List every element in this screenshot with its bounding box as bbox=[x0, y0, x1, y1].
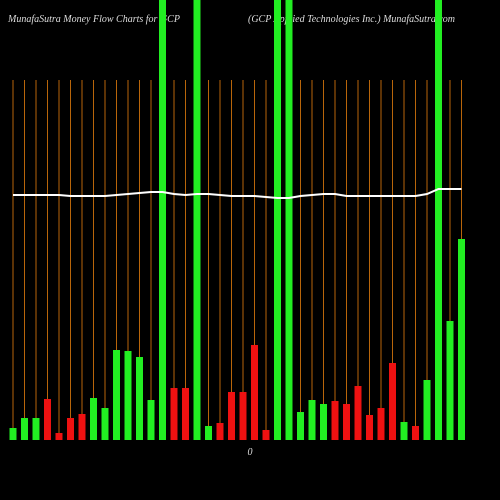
bar bbox=[124, 351, 132, 440]
bar bbox=[354, 386, 362, 440]
bar bbox=[435, 0, 442, 440]
money-flow-line bbox=[13, 188, 462, 199]
bar bbox=[377, 408, 385, 440]
bar bbox=[67, 418, 74, 440]
bar bbox=[343, 404, 350, 440]
bar bbox=[90, 398, 97, 440]
zero-label: 0 bbox=[248, 447, 253, 458]
chart-title: MunafaSutra Money Flow Charts for GCP bbox=[7, 14, 180, 25]
bar bbox=[216, 423, 224, 440]
bar bbox=[44, 399, 51, 440]
bar bbox=[228, 392, 235, 440]
bar bbox=[113, 350, 120, 440]
bar bbox=[170, 388, 178, 440]
bar bbox=[55, 433, 63, 440]
bar bbox=[239, 392, 247, 440]
bar bbox=[78, 414, 86, 440]
bar bbox=[308, 400, 316, 440]
bar bbox=[101, 408, 109, 440]
bar bbox=[9, 428, 17, 440]
bar bbox=[136, 357, 143, 440]
bar bbox=[366, 415, 373, 440]
bar bbox=[331, 401, 339, 440]
bar bbox=[32, 418, 40, 440]
bar bbox=[320, 404, 327, 440]
chart-subtitle: (GCP Applied Technologies Inc.) MunafaSu… bbox=[248, 14, 455, 25]
bar bbox=[21, 418, 28, 440]
bar bbox=[400, 422, 408, 440]
bar bbox=[182, 388, 189, 440]
bar bbox=[147, 400, 155, 440]
bar bbox=[412, 426, 419, 440]
bar bbox=[458, 239, 465, 440]
bar bbox=[389, 363, 396, 440]
bar bbox=[446, 321, 454, 440]
bar bbox=[274, 0, 281, 440]
bar bbox=[205, 426, 212, 440]
bar bbox=[193, 0, 201, 440]
bar bbox=[297, 412, 304, 440]
bar bbox=[285, 0, 293, 440]
bar bbox=[251, 345, 258, 440]
bar bbox=[423, 380, 431, 440]
bar bbox=[262, 430, 270, 440]
bar bbox=[159, 0, 166, 440]
